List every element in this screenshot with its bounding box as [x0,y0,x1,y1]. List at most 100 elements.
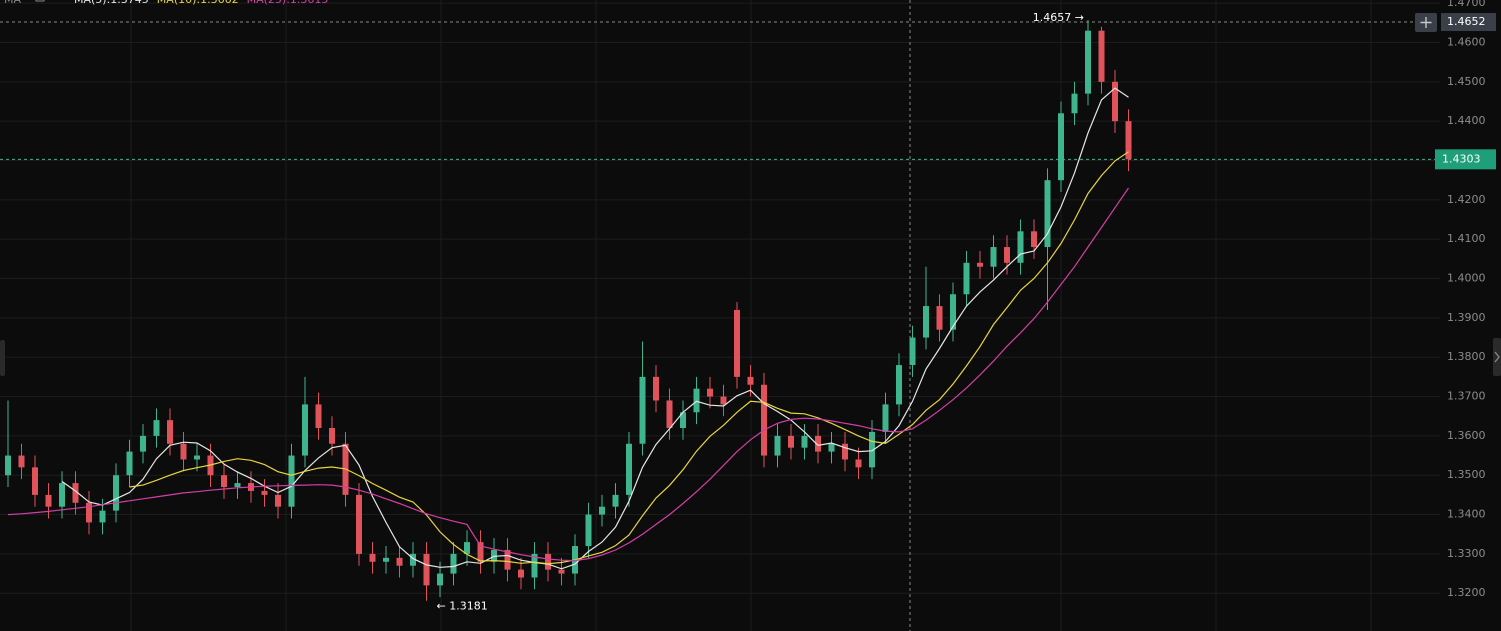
ma-line [129,151,1129,565]
legend-entry: MA(10):1.3662 [157,0,239,6]
crosshair-price-tag [1441,13,1496,32]
candle-body [234,483,241,488]
time-grid [130,0,1372,631]
candle-body [410,553,416,566]
ma-line [7,187,1129,562]
candle-body [599,506,605,515]
crosshair-price-label: 1.4652 [1447,15,1486,28]
y-tick-label: 1.4200 [1447,193,1486,206]
candle-body [909,337,916,366]
right-tab-arrow [1494,351,1500,363]
candle-body [896,365,902,405]
y-tick-label: 1.3800 [1447,350,1486,363]
candle-body [32,467,38,495]
candle-body [666,400,673,429]
candle-body [815,435,821,452]
candle-body [612,494,619,507]
candle-body [5,455,11,476]
y-tick-label: 1.4700 [1447,0,1486,9]
candle-body [950,294,956,330]
candle-body [977,262,983,267]
candle-body [1112,81,1118,122]
ma-line [61,87,1129,570]
candle-body [45,494,52,507]
candle-body [855,459,862,468]
candle-body [693,388,700,413]
legend-entry: MA(5):1.3745 [74,0,149,6]
candle-body [518,569,524,578]
y-tick-label: 1.4000 [1447,272,1486,285]
candle-body [369,553,376,562]
candle-body [504,549,511,570]
candle-body [1125,121,1132,160]
y-tick-label: 1.4400 [1447,114,1486,127]
candle-body [788,435,794,448]
candle-body [464,542,470,554]
candle-body [801,435,808,448]
candle-body [356,494,362,554]
candle-body [315,404,322,429]
candle-body [437,573,443,586]
y-tick-label: 1.4600 [1447,35,1486,48]
candle-body [167,420,173,444]
candle-body [396,557,403,566]
candle-body [747,376,754,385]
candle-body [936,306,943,330]
indicator-icon [35,0,45,2]
candle-body [329,428,335,444]
price-axis: 1.47001.46001.45001.44001.43001.42001.41… [1435,0,1496,599]
y-tick-label: 1.3600 [1447,429,1486,442]
candle-body [626,443,632,495]
candle-body [545,553,551,570]
candle-body [923,306,929,338]
right-tab[interactable] [1493,338,1501,376]
candle-body [288,455,295,507]
candle-body [707,388,713,397]
candle-body [194,455,200,460]
y-tick-label: 1.3300 [1447,547,1486,560]
candle-body [828,443,835,452]
candle-body [275,494,281,507]
candle-body [1085,30,1091,94]
plus-icon [1420,17,1432,28]
y-tick-label: 1.4500 [1447,75,1486,88]
candle-body [1071,93,1078,114]
candle-body [639,376,646,444]
candle-body [558,569,565,574]
candle-body [680,412,686,429]
indicator-label: MA [4,0,21,6]
candle-body [86,502,92,523]
candle-body [383,557,389,562]
y-tick-label: 1.3500 [1447,468,1486,481]
candle-body [734,309,740,377]
candle-body [1017,231,1024,263]
candle-body [774,435,781,456]
candle-body [153,420,160,436]
y-tick-label: 1.3700 [1447,390,1486,403]
price-grid [0,2,1440,594]
candle-body [1058,113,1064,181]
candle-body [653,376,659,401]
candle-body [477,542,484,562]
candle-body [842,443,848,460]
last-price-label: 1.4303 [1442,152,1481,165]
candle-body [1004,247,1010,263]
candle-body [450,553,457,574]
legend: MA MA(5):1.3745 MA(10):1.3662 MA(25):1.361… [4,0,328,6]
candle-body [113,475,119,511]
candle-body [1044,180,1051,248]
candle-body [59,483,65,507]
low-annotation: ← 1.3181 [437,600,488,613]
candle-body [261,490,268,495]
y-tick-label: 1.3900 [1447,311,1486,324]
candle-body [302,404,308,456]
candle-body [963,262,970,295]
candle-body [882,404,889,432]
candle-body [761,384,767,456]
y-tick-label: 1.3400 [1447,508,1486,521]
last-price-tag [1435,149,1496,170]
y-tick-label: 1.3200 [1447,586,1486,599]
candle-body [140,435,146,452]
left-tab[interactable] [0,340,5,376]
